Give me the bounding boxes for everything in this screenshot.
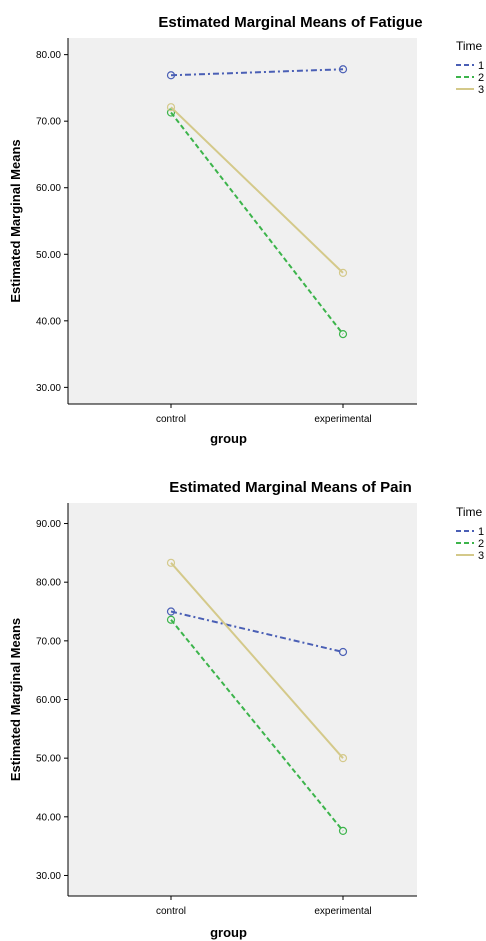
x-tick-label: experimental (314, 906, 371, 917)
y-tick-label: 50.00 (36, 250, 61, 261)
legend-label: 3 (478, 550, 484, 562)
chart-2: Estimated Marginal Means of Pain 30.00 40.… (8, 479, 484, 940)
x-tick-label: control (156, 906, 186, 917)
x-tick-label: experimental (314, 414, 371, 425)
y-tick-label: 80.00 (36, 50, 61, 61)
y-tick-label: 60.00 (36, 695, 61, 706)
y-tick-label: 40.00 (36, 316, 61, 327)
y-axis-label: Estimated Marginal Means (8, 618, 23, 781)
x-tick-label: control (156, 414, 186, 425)
plot-area (68, 38, 417, 404)
legend-title: Time (456, 39, 483, 53)
y-tick-label: 70.00 (36, 117, 61, 128)
y-tick-label: 60.00 (36, 183, 61, 194)
x-axis-label: group (210, 431, 247, 446)
x-axis-label: group (210, 925, 247, 940)
chart-title: Estimated Marginal Means of Fatigue (158, 14, 422, 31)
y-tick-label: 50.00 (36, 754, 61, 765)
y-tick-label: 30.00 (36, 383, 61, 394)
legend-label: 1 (478, 60, 484, 72)
chart-title: Estimated Marginal Means of Pain (169, 479, 412, 496)
legend-label: 3 (478, 84, 484, 96)
legend-title: Time (456, 505, 483, 519)
y-tick-label: 80.00 (36, 578, 61, 589)
legend-label: 2 (478, 538, 484, 550)
y-tick-label: 70.00 (36, 636, 61, 647)
chart-1: Estimated Marginal Means of Fatigue 30.00… (8, 14, 484, 446)
plot-area (68, 503, 417, 896)
legend-label: 1 (478, 526, 484, 538)
legend-label: 2 (478, 72, 484, 84)
y-tick-label: 90.00 (36, 519, 61, 530)
y-tick-label: 40.00 (36, 812, 61, 823)
y-tick-label: 30.00 (36, 871, 61, 882)
y-axis-label: Estimated Marginal Means (8, 139, 23, 302)
